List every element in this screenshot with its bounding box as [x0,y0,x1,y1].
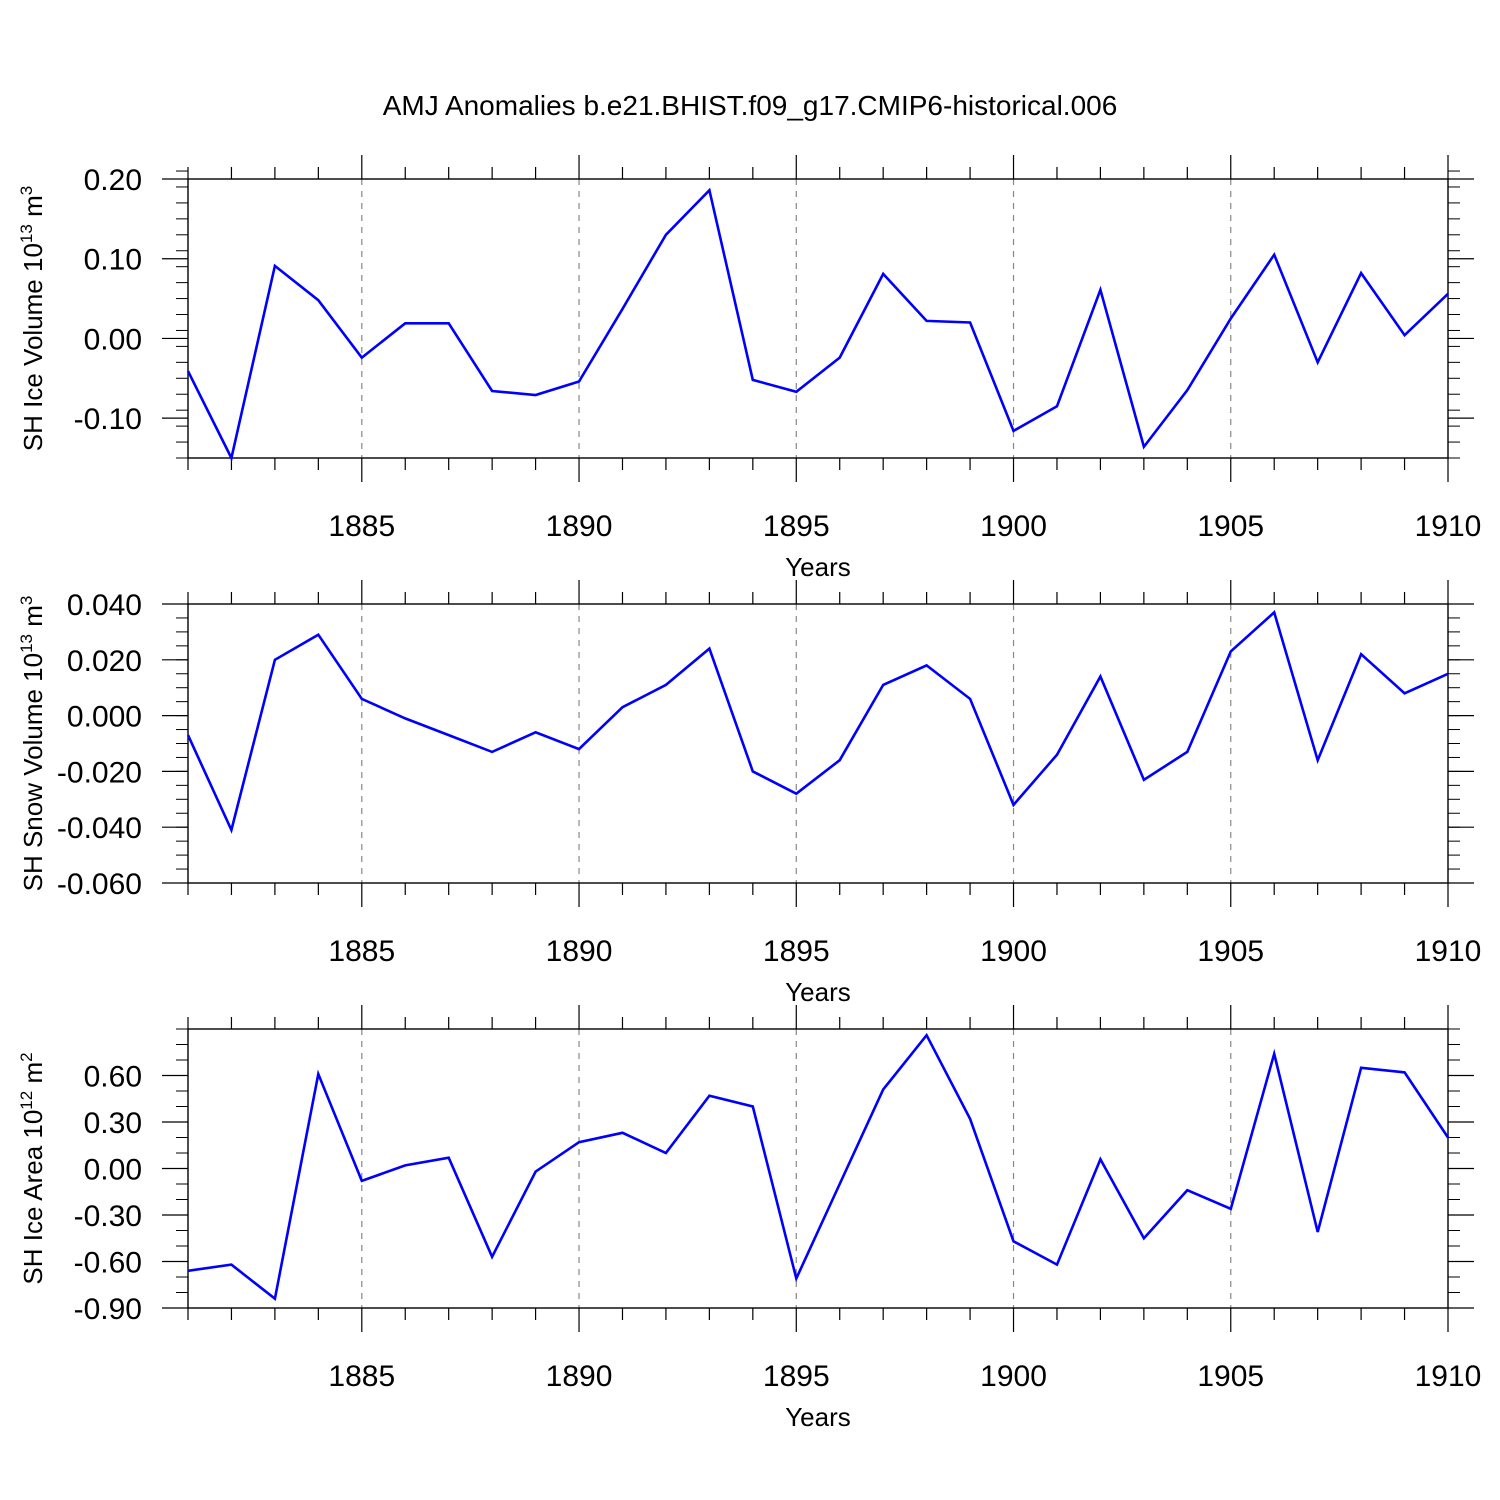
y-tick-label: 0.00 [84,323,142,356]
x-tick-label: 1900 [980,935,1047,968]
y-axis-label-text: SH Ice Area 10 [18,1110,48,1285]
y-tick-label: 0.10 [84,244,142,277]
y-axis-label-exponent: 13 [17,224,36,243]
x-tick-label: 1905 [1197,1360,1264,1393]
y-tick-label: 0.00 [84,1154,142,1187]
y-axis-label-unit: m [18,195,48,224]
y-tick-label: -0.30 [74,1200,142,1233]
y-tick-label: -0.10 [74,403,142,436]
y-axis-label-unit-exponent: 3 [17,596,36,605]
x-tick-label: 1910 [1415,935,1482,968]
figure-title: AMJ Anomalies b.e21.BHIST.f09_g17.CMIP6-… [383,90,1118,121]
plot-frame [187,603,1449,884]
y-tick-label: -0.90 [74,1293,142,1326]
x-tick-label: 1905 [1197,935,1264,968]
y-axis-label-unit: m [18,1062,48,1091]
x-tick-label: 1895 [763,510,830,543]
y-tick-label: -0.020 [57,756,142,789]
y-axis-label: SH Ice Volume 1013 m3 [17,186,48,451]
x-tick-label: 1900 [980,510,1047,543]
x-axis-label: Years [785,1402,851,1432]
x-tick-label: 1885 [328,935,395,968]
x-axis-label: Years [785,552,851,582]
y-axis-label-exponent: 12 [17,1091,36,1110]
x-tick-label: 1895 [763,1360,830,1393]
y-tick-label: 0.000 [67,701,142,734]
y-axis-label: SH Snow Volume 1013 m3 [17,596,48,892]
x-tick-label: 1895 [763,935,830,968]
x-tick-label: 1885 [328,1360,395,1393]
y-tick-label: -0.060 [57,868,142,901]
x-tick-label: 1910 [1415,510,1482,543]
plot-frame [187,1028,1449,1309]
y-axis-label-unit-exponent: 3 [17,186,36,195]
y-tick-label: 0.60 [84,1061,142,1094]
x-axis-label: Years [785,977,851,1007]
y-tick-label: -0.60 [74,1247,142,1280]
panel-snow-volume: 1885 1890 1895 1900 1905 1910 Years -0.060 -0.04… [17,580,1481,1007]
plot-frame [187,178,1449,459]
x-tick-label: 1910 [1415,1360,1482,1393]
series-line [187,1032,1450,1302]
panel-ice-area: 1885 1890 1895 1900 1905 1910 Years -0.90 -0.60 -… [17,1005,1481,1432]
panels: 1885 1890 1895 1900 1905 1910 Years -0.10 0.00 0.… [17,155,1481,1432]
series-line [186,187,1449,462]
x-tick-label: 1890 [546,1360,613,1393]
y-tick-label: 0.040 [67,589,142,622]
series-line [186,610,1449,834]
y-axis-label-unit-exponent: 2 [17,1052,36,1061]
x-tick-label: 1900 [980,1360,1047,1393]
y-tick-label: -0.040 [57,812,142,845]
x-tick-label: 1890 [546,510,613,543]
y-tick-label: 0.30 [84,1107,142,1140]
x-tick-label: 1905 [1197,510,1264,543]
y-axis-label-exponent: 13 [17,634,36,653]
y-tick-label: 0.20 [84,164,142,197]
y-axis-label-unit: m [18,605,48,634]
y-axis-label: SH Ice Area 1012 m2 [17,1052,48,1284]
x-tick-label: 1885 [328,510,395,543]
y-axis-label-text: SH Snow Volume 10 [18,653,48,891]
y-tick-label: 0.020 [67,645,142,678]
panel-ice-volume: 1885 1890 1895 1900 1905 1910 Years -0.10 0.00 0.… [17,155,1481,582]
y-axis-label-text: SH Ice Volume 10 [18,243,48,451]
x-tick-label: 1890 [546,935,613,968]
